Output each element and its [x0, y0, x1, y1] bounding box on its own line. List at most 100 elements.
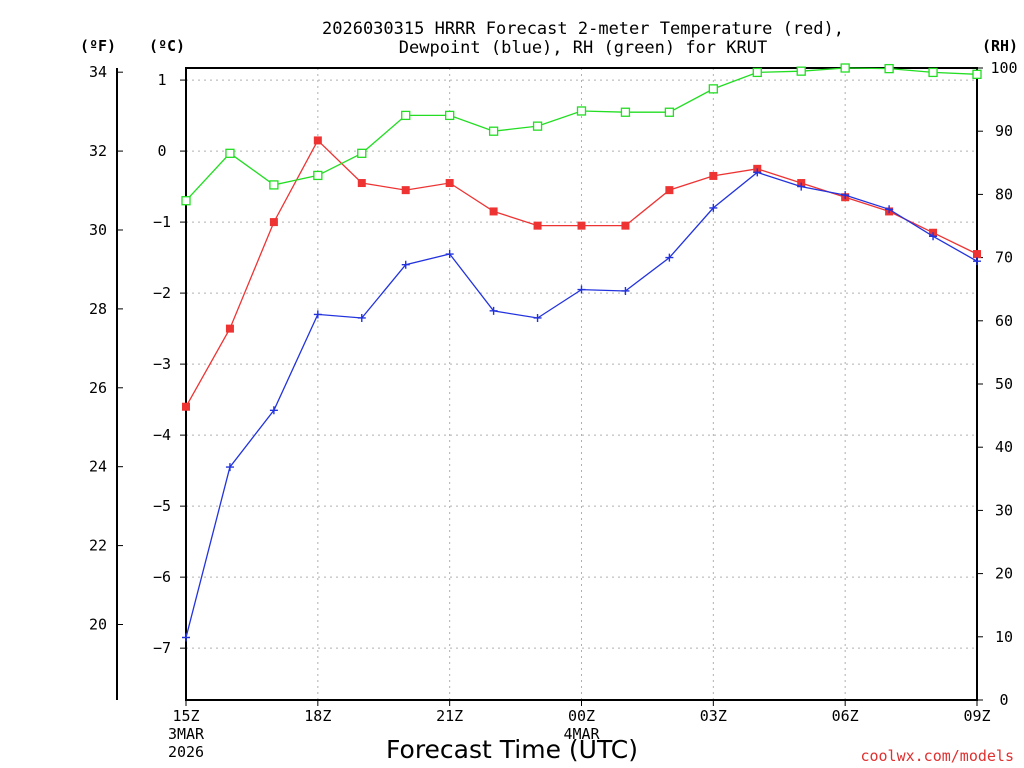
temperature-point: [577, 221, 586, 230]
rh-point: [972, 69, 982, 79]
rh-point: [269, 180, 279, 190]
tick-labels: 343230282624222010−1−2−3−4−5−6−710090807…: [89, 59, 1018, 761]
dewpoint-point: [269, 406, 278, 415]
rh-point: [445, 110, 455, 121]
x-tick-date-label: 4MAR: [563, 725, 600, 743]
fahrenheit-tick-label: 26: [89, 379, 107, 397]
dewpoint-point: [357, 313, 366, 322]
dewpoint-point: [797, 182, 806, 191]
fahrenheit-tick-label: 30: [89, 221, 107, 239]
rh-point: [313, 170, 323, 181]
dewpoint-point: [313, 310, 322, 319]
x-tick-year-label: 2026: [168, 743, 204, 761]
fahrenheit-tick-label: 34: [89, 63, 107, 81]
dewpoint-point: [753, 168, 762, 177]
rh-point: [576, 106, 587, 116]
rh-point: [752, 67, 762, 78]
axes: [116, 67, 983, 706]
celsius-tick-label: −4: [153, 426, 171, 444]
rh-tick-label: 80: [995, 185, 1013, 203]
celsius-tick-label: 0: [157, 142, 166, 160]
plot-frame: [185, 67, 978, 701]
dewpoint-point: [489, 306, 498, 315]
x-tick-label: 06Z: [832, 707, 859, 725]
dewpoint-point: [182, 633, 190, 642]
rh-tick-label: 40: [995, 438, 1013, 456]
rh-tick-label: 20: [995, 565, 1013, 583]
dewpoint-point: [929, 232, 938, 241]
rh-tick-label: 30: [995, 501, 1013, 519]
rh-tick-label: 0: [999, 691, 1008, 709]
rh-point: [532, 121, 543, 131]
dewpoint-point: [225, 463, 234, 472]
rh-point: [928, 67, 938, 78]
rh-point: [401, 110, 411, 121]
fahrenheit-unit-label: (ºF): [80, 37, 116, 55]
celsius-tick-label: −3: [153, 355, 171, 373]
dewpoint-point: [709, 203, 718, 212]
fahrenheit-tick-label: 32: [89, 142, 107, 160]
temperature-point: [269, 218, 278, 227]
temperature-point: [533, 221, 542, 230]
x-tick-label: 15Z: [172, 707, 199, 725]
rh-point: [708, 84, 718, 94]
temperature-point: [489, 207, 498, 216]
rh-point: [181, 196, 191, 206]
dewpoint-point: [533, 313, 542, 322]
celsius-tick-label: −2: [153, 284, 171, 302]
rh-unit-label: (RH): [982, 37, 1018, 55]
temperature-point: [709, 171, 718, 180]
x-axis-title: Forecast Time (UTC): [386, 735, 638, 764]
fahrenheit-tick-label: 24: [89, 458, 107, 476]
temperature-point: [445, 179, 454, 188]
dewpoint-point: [973, 257, 981, 266]
fahrenheit-tick-label: 28: [89, 300, 107, 318]
x-tick-label: 00Z: [568, 707, 595, 725]
dewpoint-point: [665, 253, 674, 262]
rh-tick-label: 50: [995, 375, 1013, 393]
credit-text: coolwx.com/models: [860, 747, 1014, 765]
temperature-point: [225, 324, 234, 333]
dewpoint-point: [445, 250, 454, 259]
data-series: [181, 63, 982, 642]
x-tick-label: 09Z: [963, 707, 990, 725]
rh-point: [840, 63, 850, 73]
grid-lines: [186, 68, 977, 700]
rh-point: [620, 107, 631, 117]
celsius-tick-label: −7: [153, 639, 171, 657]
temperature-point: [665, 186, 674, 195]
chart-title-line2: Dewpoint (blue), RH (green) for KRUT: [399, 38, 767, 58]
celsius-tick-label: −6: [153, 568, 171, 586]
dewpoint-point: [885, 205, 894, 214]
rh-tick-label: 10: [995, 628, 1013, 646]
dewpoint-point: [621, 286, 630, 295]
rh-point: [488, 126, 499, 136]
celsius-unit-label: (ºC): [149, 37, 185, 55]
rh-point: [357, 148, 367, 158]
chart-title-line1: 2026030315 HRRR Forecast 2-meter Tempera…: [322, 19, 844, 39]
temperature-point: [313, 136, 322, 145]
temperature-point: [621, 221, 630, 230]
celsius-tick-label: −1: [153, 213, 171, 231]
temperature-point: [401, 186, 410, 195]
fahrenheit-tick-label: 22: [89, 537, 107, 555]
x-tick-label: 03Z: [700, 707, 727, 725]
x-tick-date-label: 3MAR: [168, 725, 205, 743]
rh-tick-label: 60: [995, 312, 1013, 330]
rh-point: [225, 148, 235, 158]
dewpoint-point: [577, 285, 586, 294]
x-tick-label: 18Z: [304, 707, 331, 725]
rh-tick-label: 90: [995, 122, 1013, 140]
temperature-point: [182, 402, 190, 411]
rh-point: [884, 63, 894, 74]
x-tick-label: 21Z: [436, 707, 463, 725]
dewpoint-point: [841, 191, 850, 200]
temperature-point: [357, 179, 366, 188]
celsius-tick-label: 1: [157, 71, 166, 89]
fahrenheit-tick-label: 20: [89, 615, 107, 633]
celsius-tick-label: −5: [153, 497, 171, 515]
rh-tick-label: 70: [995, 249, 1013, 267]
rh-point: [796, 66, 806, 76]
rh-point: [664, 107, 675, 117]
